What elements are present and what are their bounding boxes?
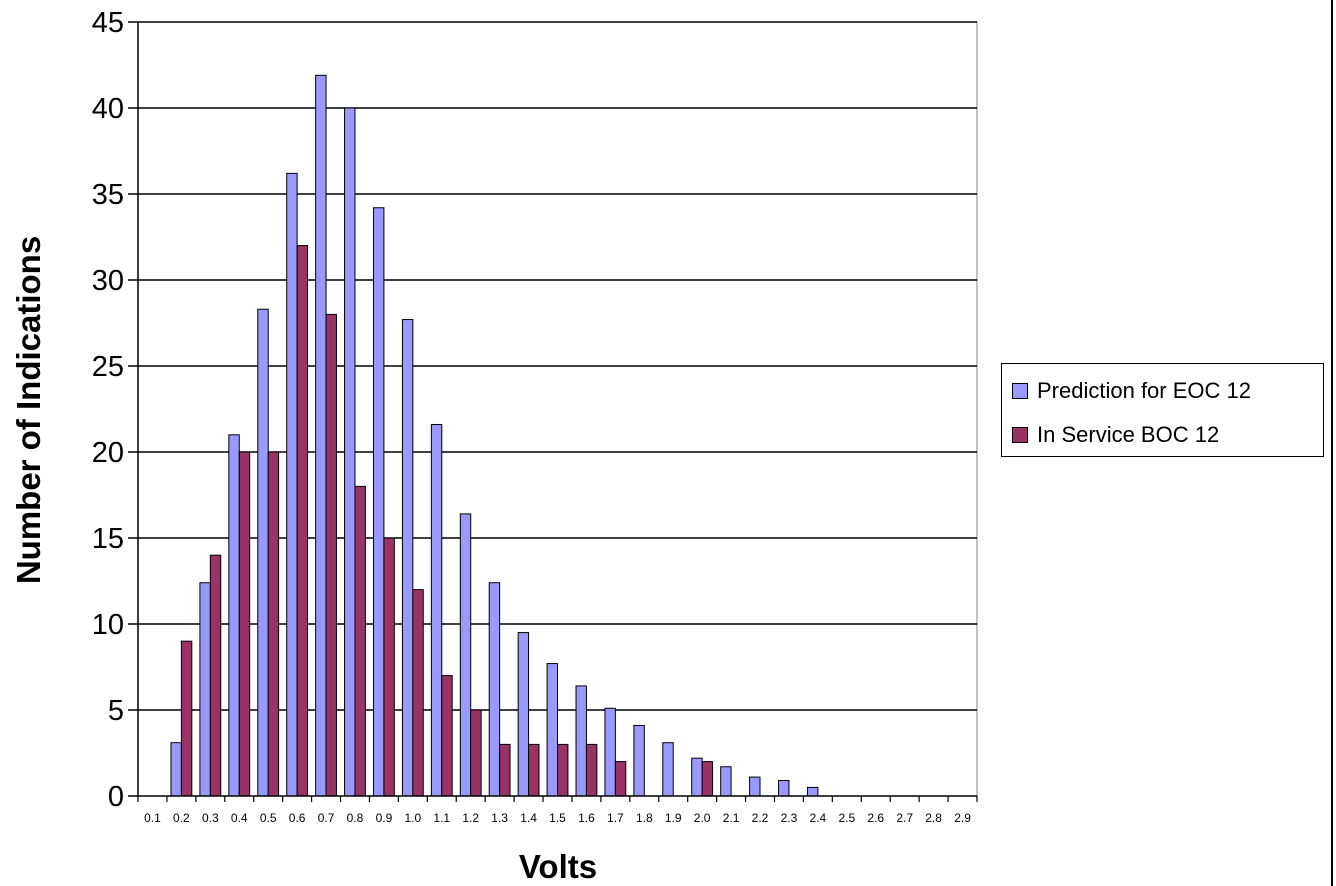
x-tick-label: 2.4 bbox=[810, 811, 827, 825]
bar-in-service bbox=[614, 761, 627, 797]
bar-prediction bbox=[662, 742, 674, 797]
legend-label-prediction: Prediction for EOC 12 bbox=[1037, 378, 1251, 403]
legend-item-in-service: In Service BOC 12 bbox=[1012, 422, 1219, 448]
x-tick-label: 1.5 bbox=[549, 811, 566, 825]
bar-in-service bbox=[296, 245, 309, 797]
x-tick-label: 0.3 bbox=[202, 811, 219, 825]
bar-prediction bbox=[778, 780, 790, 797]
x-tick-label: 2.1 bbox=[723, 811, 740, 825]
bar-in-service bbox=[267, 451, 280, 797]
x-tick-label: 2.6 bbox=[867, 811, 884, 825]
bar-in-service bbox=[209, 554, 222, 797]
bar-in-service bbox=[238, 451, 251, 797]
x-tick-label: 1.3 bbox=[491, 811, 508, 825]
bar-prediction bbox=[749, 776, 761, 797]
x-tick-label: 1.7 bbox=[607, 811, 624, 825]
x-tick-label: 2.8 bbox=[925, 811, 942, 825]
y-tick-label: 0 bbox=[108, 781, 124, 813]
y-axis-label: Number of Indications bbox=[10, 236, 47, 584]
x-tick-label: 0.5 bbox=[260, 811, 277, 825]
bar-in-service bbox=[354, 485, 366, 797]
axes bbox=[128, 21, 978, 802]
bar-prediction bbox=[459, 513, 472, 797]
bar-prediction bbox=[430, 423, 443, 797]
x-tick-label: 0.2 bbox=[173, 811, 190, 825]
x-tick-label: 0.6 bbox=[289, 811, 306, 825]
legend-label-in-service: In Service BOC 12 bbox=[1037, 422, 1220, 447]
y-tick-label: 40 bbox=[92, 93, 124, 125]
x-tick-label: 1.0 bbox=[405, 811, 422, 825]
bars bbox=[170, 74, 819, 797]
x-tick-label: 1.9 bbox=[665, 811, 682, 825]
x-tick-label: 1.2 bbox=[462, 811, 479, 825]
bar-prediction bbox=[517, 632, 530, 797]
bar-prediction bbox=[806, 786, 819, 797]
x-tick-label: 1.4 bbox=[520, 811, 537, 825]
y-tick-label: 35 bbox=[92, 179, 124, 211]
bar-prediction bbox=[344, 107, 356, 797]
bar-prediction bbox=[401, 319, 414, 797]
bar-in-service bbox=[441, 675, 453, 797]
x-tick-label: 0.4 bbox=[231, 811, 248, 825]
bar-in-service bbox=[470, 709, 482, 797]
y-tick-label: 20 bbox=[92, 437, 124, 469]
legend-item-prediction: Prediction for EOC 12 bbox=[1012, 378, 1251, 404]
y-tick-label: 45 bbox=[92, 7, 124, 39]
bar-prediction bbox=[575, 685, 587, 797]
bar-prediction bbox=[170, 742, 182, 797]
bar-in-service bbox=[585, 743, 598, 797]
x-tick-label: 1.8 bbox=[636, 811, 653, 825]
x-tick-label: 1.6 bbox=[578, 811, 595, 825]
bar-prediction bbox=[199, 582, 211, 797]
x-tick-label: 0.9 bbox=[376, 811, 393, 825]
bar-prediction bbox=[315, 74, 327, 797]
bar-in-service bbox=[383, 537, 395, 797]
x-tick-label: 2.2 bbox=[752, 811, 769, 825]
x-tick-labels: 0.1 0.2 0.3 0.4 0.5 0.6 0.7 0.8 0.9 1.0 1.1 1.2 1.3 1… bbox=[144, 811, 971, 825]
x-tick-label: 1.1 bbox=[433, 811, 450, 825]
bar-prediction bbox=[372, 207, 385, 797]
bar-prediction bbox=[228, 434, 240, 797]
bar-prediction bbox=[720, 766, 732, 797]
x-tick-label: 0.8 bbox=[347, 811, 364, 825]
bar-prediction bbox=[633, 724, 645, 797]
x-tick-label: 2.9 bbox=[954, 811, 971, 825]
bar-in-service bbox=[412, 589, 424, 797]
x-axis-label: Volts bbox=[519, 848, 597, 885]
x-tick-label: 0.1 bbox=[144, 811, 161, 825]
bar-prediction bbox=[488, 582, 501, 797]
x-tick-label: 2.3 bbox=[781, 811, 798, 825]
bar-prediction bbox=[286, 172, 298, 797]
bar-prediction bbox=[604, 707, 616, 797]
bar-prediction bbox=[691, 757, 703, 797]
bar-in-service bbox=[180, 640, 193, 797]
bar-in-service bbox=[557, 743, 569, 797]
x-tick-label: 2.0 bbox=[694, 811, 711, 825]
frame-edge bbox=[1331, 0, 1333, 886]
x-tick-label: 0.7 bbox=[318, 811, 335, 825]
x-tick-label: 2.7 bbox=[896, 811, 913, 825]
y-tick-label: 5 bbox=[108, 695, 124, 727]
y-tick-label: 15 bbox=[92, 523, 124, 555]
bar-prediction bbox=[546, 663, 559, 797]
y-tick-label: 10 bbox=[92, 609, 124, 641]
y-tick-label: 30 bbox=[92, 265, 124, 297]
bar-in-service bbox=[528, 743, 540, 797]
x-tick-label: 2.5 bbox=[838, 811, 855, 825]
bar-in-service bbox=[701, 761, 714, 797]
legend-swatch-prediction bbox=[1012, 383, 1028, 399]
bar-in-service bbox=[325, 313, 337, 797]
legend-swatch-in-service bbox=[1012, 427, 1028, 443]
bar-in-service bbox=[499, 743, 511, 797]
legend: Prediction for EOC 12 In Service BOC 12 bbox=[1001, 363, 1324, 457]
y-tick-labels: 0 5 10 15 20 25 30 35 40 45 bbox=[92, 7, 124, 813]
bar-prediction bbox=[257, 308, 269, 797]
y-tick-label: 25 bbox=[92, 351, 124, 383]
